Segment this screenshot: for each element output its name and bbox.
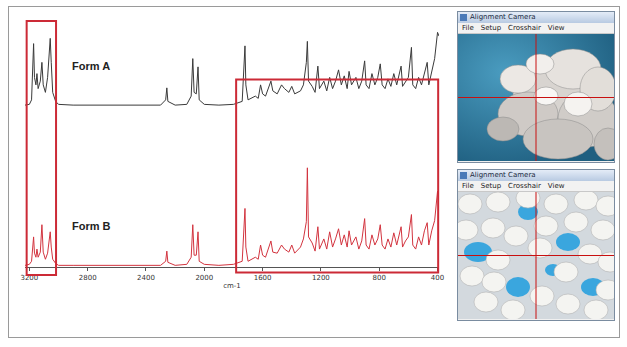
html-text:View: View (547, 182, 565, 190)
svg-text:1200: 1200 (312, 274, 330, 282)
html-text:Setup: Setup (480, 24, 502, 32)
svg-text:cm-1: cm-1 (223, 282, 241, 290)
svg-text:2400: 2400 (137, 274, 155, 282)
html-text:Crosshair: Crosshair (508, 24, 541, 32)
svg-text:2800: 2800 (79, 274, 97, 282)
html-text:Alignment Camera: Alignment Camera (470, 171, 536, 179)
html-text:Alignment Camera: Alignment Camera (470, 13, 536, 21)
html-text:File: File (462, 182, 474, 190)
svg-text:Form A: Form A (72, 60, 110, 72)
html-text:Crosshair: Crosshair (508, 182, 541, 190)
svg-text:1600: 1600 (254, 274, 272, 282)
svg-text:2000: 2000 (195, 274, 213, 282)
html-text:File: File (462, 24, 474, 32)
svg-text:3200: 3200 (20, 274, 38, 282)
html-text:Setup: Setup (480, 182, 502, 190)
html-text:View: View (547, 24, 565, 32)
svg-text:800: 800 (373, 274, 386, 282)
svg-text:Form B: Form B (72, 220, 111, 232)
svg-text:400: 400 (431, 274, 444, 282)
